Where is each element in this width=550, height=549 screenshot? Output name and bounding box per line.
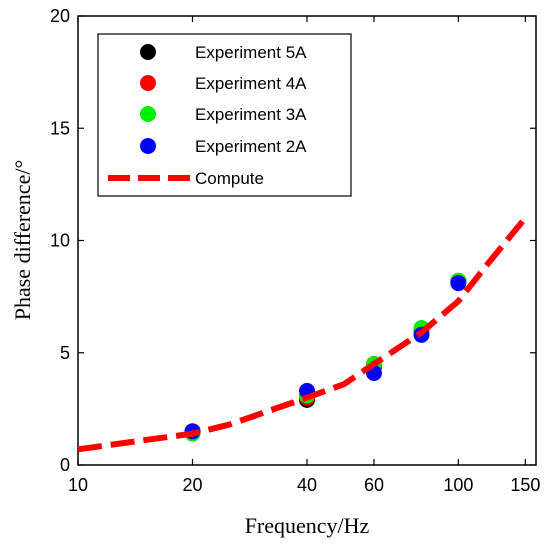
x-tick-label: 100 [443, 475, 473, 495]
legend-label-experiment-2a: Experiment 2A [195, 137, 307, 156]
y-tick-label: 10 [50, 231, 70, 251]
y-tick-label: 0 [60, 455, 70, 475]
y-tick-label: 5 [60, 343, 70, 363]
legend-marker-experiment-3a [140, 106, 156, 122]
y-axis-title: Phase difference/° [10, 160, 35, 321]
legend-label-experiment-5a: Experiment 5A [195, 43, 307, 62]
x-tick-label: 10 [68, 475, 88, 495]
legend-marker-experiment-2a [140, 138, 156, 154]
y-tick-label: 20 [50, 6, 70, 26]
series-layer [77, 216, 528, 453]
x-tick-label: 40 [297, 475, 317, 495]
x-axis-ticks: 10 20 40 60 100 150 [68, 16, 540, 495]
x-axis-title: Frequency/Hz [245, 513, 370, 538]
x-tick-label: 60 [364, 475, 384, 495]
legend-marker-experiment-5a [140, 44, 156, 60]
x-tick-label: 20 [182, 475, 202, 495]
legend-label-compute: Compute [195, 169, 264, 188]
x-tick-label: 150 [510, 475, 540, 495]
legend-label-experiment-4a: Experiment 4A [195, 74, 307, 93]
point-experiment-2a [450, 275, 467, 292]
compute-line [77, 216, 528, 453]
legend-label-experiment-3a: Experiment 3A [195, 105, 307, 124]
legend: Experiment 5A Experiment 4A Experiment 3… [97, 33, 352, 197]
y-axis-ticks: 0 5 10 15 20 [50, 6, 536, 475]
y-tick-label: 15 [50, 118, 70, 138]
legend-marker-experiment-4a [140, 75, 156, 91]
